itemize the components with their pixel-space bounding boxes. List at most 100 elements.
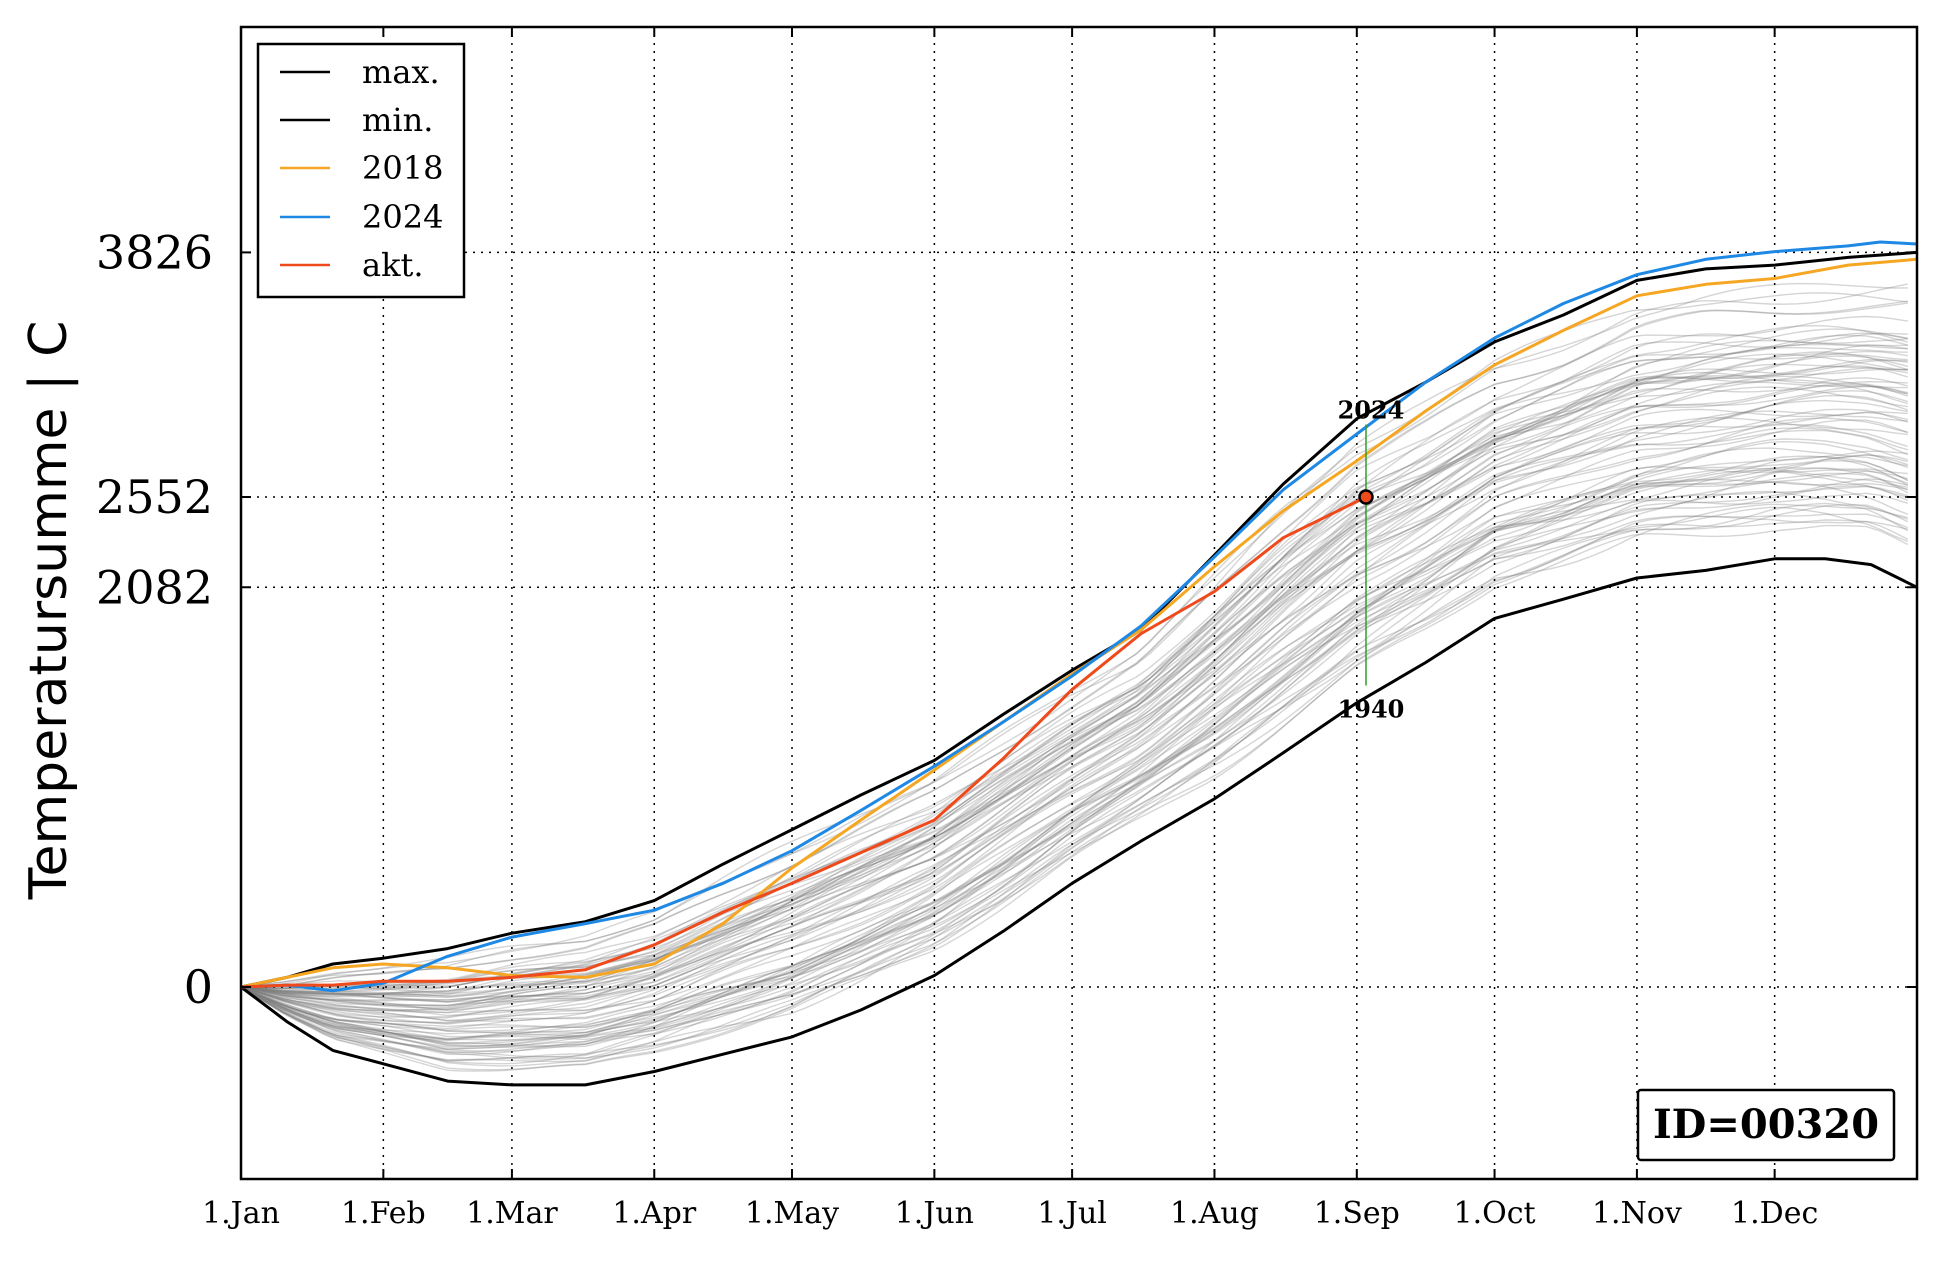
y-tick-label: 3826 bbox=[96, 225, 213, 279]
x-tick-label: 1.May bbox=[745, 1196, 839, 1231]
id-label: ID=00320 bbox=[1653, 1101, 1879, 1148]
legend-label-min: min. bbox=[362, 101, 433, 139]
legend-label-2018: 2018 bbox=[362, 149, 443, 187]
plot-frame bbox=[239, 25, 1919, 1181]
historical-year-line bbox=[240, 365, 1909, 1003]
historical-year-line bbox=[240, 485, 1909, 1054]
current-value-marker bbox=[1358, 489, 1374, 505]
historical-year-line bbox=[240, 427, 1908, 1024]
historical-year-line bbox=[240, 390, 1908, 1011]
historical-year-line bbox=[240, 440, 1909, 1031]
historical-year-line bbox=[240, 334, 1908, 990]
historical-year-line bbox=[240, 478, 1908, 1048]
historical-year-line bbox=[240, 438, 1908, 1029]
historical-year-line bbox=[240, 485, 1908, 1052]
historical-year-line bbox=[240, 454, 1908, 1038]
series-lines bbox=[240, 240, 1918, 1087]
historical-year-line bbox=[240, 355, 1908, 998]
x-tick-label: 1.Sep bbox=[1314, 1196, 1400, 1231]
historical-year-line bbox=[240, 350, 1908, 995]
historical-year-line bbox=[240, 384, 1909, 1012]
historical-year-line bbox=[240, 367, 1908, 1003]
historical-year-line bbox=[240, 358, 1908, 999]
historical-year-line bbox=[240, 455, 1909, 1041]
x-tick-label: 1.Jun bbox=[895, 1196, 974, 1231]
legend-label-max: max. bbox=[362, 53, 440, 91]
series-line-max bbox=[240, 250, 1918, 989]
historical-year-line bbox=[240, 383, 1908, 1009]
historical-year-line bbox=[240, 472, 1909, 1050]
historical-year-line bbox=[240, 417, 1908, 1018]
annotation-group: 2024 1940 bbox=[1338, 395, 1405, 723]
historical-year-line bbox=[240, 455, 1909, 1041]
historical-year-line bbox=[240, 429, 1909, 1030]
historical-year-line bbox=[240, 503, 1908, 1060]
historical-year-line bbox=[240, 467, 1908, 1035]
historical-year-line bbox=[240, 410, 1908, 1014]
legend: max. min. 2018 2024 akt. bbox=[256, 42, 466, 299]
historical-year-line bbox=[240, 315, 1908, 988]
historical-year-line bbox=[240, 519, 1909, 1071]
x-tick-label: 1.Nov bbox=[1592, 1196, 1682, 1231]
historical-year-line bbox=[240, 408, 1909, 1019]
historical-year-line bbox=[240, 385, 1908, 1011]
x-axis: 1.Jan 1.Feb 1.Mar 1.Apr 1.May 1.Jun 1.Jul 1.Aug… bbox=[202, 27, 1818, 1231]
historical-year-line bbox=[240, 515, 1908, 1065]
historical-year-line bbox=[240, 399, 1908, 1012]
historical-year-line bbox=[240, 450, 1908, 1032]
y-axis: 0 2082 2552 3826 bbox=[96, 225, 1917, 1014]
historical-year-line bbox=[240, 469, 1908, 1047]
legend-label-akt: akt. bbox=[362, 246, 424, 284]
x-tick-label: 1.Dec bbox=[1731, 1196, 1818, 1231]
historical-year-line bbox=[240, 379, 1908, 1007]
historical-year-line bbox=[240, 460, 1909, 1045]
grid-lines bbox=[241, 27, 1917, 1179]
historical-year-line bbox=[240, 377, 1908, 1007]
historical-year-line bbox=[240, 353, 1908, 995]
historical-year-line bbox=[240, 470, 1908, 1045]
x-tick-label: 1.Feb bbox=[341, 1196, 426, 1231]
series-line-akt bbox=[240, 495, 1367, 989]
historical-year-line bbox=[240, 506, 1909, 1063]
station-id-box: ID=00320 bbox=[1636, 1088, 1896, 1162]
legend-label-2024: 2024 bbox=[362, 198, 443, 236]
historical-year-line bbox=[240, 504, 1909, 1062]
historical-year-line bbox=[240, 363, 1908, 997]
historical-year-line bbox=[240, 394, 1909, 1013]
id-box-frame bbox=[1636, 1088, 1896, 1162]
historical-year-line bbox=[240, 447, 1908, 1036]
x-tick-label: 1.Jan bbox=[202, 1196, 280, 1231]
historical-year-line bbox=[240, 467, 1908, 1041]
historical-year-line bbox=[240, 283, 1908, 988]
x-tick-label: 1.Jul bbox=[1037, 1196, 1107, 1231]
historical-year-line bbox=[240, 408, 1908, 1017]
series-line-min bbox=[240, 557, 1918, 1087]
historical-year-line bbox=[240, 351, 1909, 996]
historical-year-line bbox=[240, 502, 1909, 1062]
historical-year-line bbox=[240, 478, 1908, 1047]
historical-year-line bbox=[240, 302, 1908, 988]
historical-year-line bbox=[240, 454, 1909, 1040]
historical-year-line bbox=[240, 481, 1909, 1051]
historical-year-line bbox=[240, 466, 1909, 1047]
historical-year-line bbox=[240, 490, 1908, 1058]
historical-year-line bbox=[240, 300, 1908, 988]
historical-year-line bbox=[240, 324, 1908, 988]
historical-year-line bbox=[240, 419, 1909, 1025]
annotation-top-year: 2024 bbox=[1338, 395, 1405, 424]
historical-year-line bbox=[240, 416, 1908, 1022]
historical-year-line bbox=[240, 524, 1909, 1072]
historical-year-line bbox=[240, 371, 1908, 1003]
legend-box bbox=[256, 42, 466, 299]
historical-year-line bbox=[240, 328, 1908, 989]
historical-year-line bbox=[240, 359, 1908, 997]
annotation-bottom-year: 1940 bbox=[1338, 695, 1405, 724]
y-axis-label: Temperatursumme | C bbox=[19, 321, 79, 901]
y-tick-label: 0 bbox=[184, 960, 213, 1014]
historical-year-line bbox=[240, 411, 1908, 1022]
y-tick-label: 2082 bbox=[96, 560, 213, 614]
historical-year-line bbox=[240, 332, 1908, 990]
historical-year-line bbox=[240, 292, 1908, 988]
x-tick-label: 1.Apr bbox=[612, 1196, 696, 1231]
